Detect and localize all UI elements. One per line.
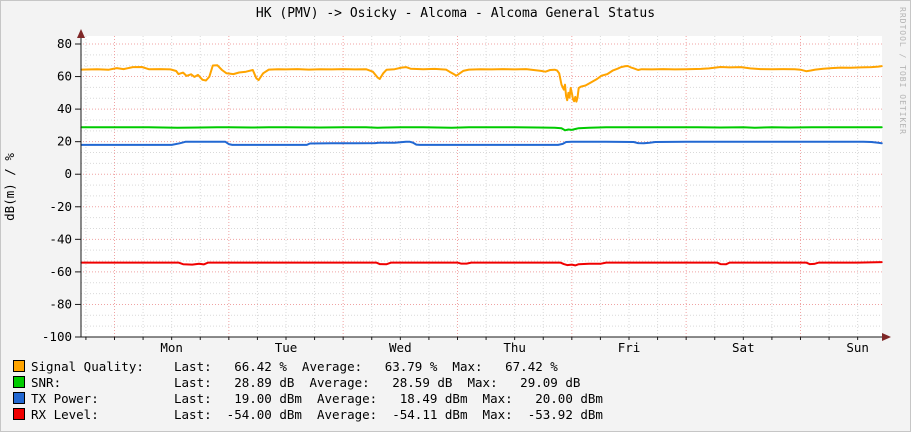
y-tick-label: 0 [64, 166, 72, 181]
rrdtool-watermark: RRDTOOL / TOBI OETIKER [898, 7, 907, 135]
legend-text-signal-quality: Signal Quality: Last: 66.42 % Average: 6… [31, 359, 558, 374]
series-line-signal-quality [80, 64, 883, 103]
legend-text-tx-power: TX Power: Last: 19.00 dBm Average: 18.49… [31, 391, 603, 406]
y-axis-arrow [77, 29, 85, 38]
legend-row-signal-quality: Signal Quality: Last: 66.42 % Average: 6… [13, 359, 603, 375]
y-tick-label: -40 [49, 231, 72, 246]
x-day-label: Sun [846, 340, 869, 355]
legend-text-rx-level: RX Level: Last: -54.00 dBm Average: -54.… [31, 407, 603, 422]
plot-area [81, 36, 882, 337]
legend-swatch-rx-level [13, 408, 25, 420]
x-day-label: Wed [389, 340, 412, 355]
series-line-tx-power [80, 140, 883, 146]
y-tick-label: 40 [57, 101, 72, 116]
y-tick-label: 20 [57, 134, 72, 149]
y-tick-label: -60 [49, 264, 72, 279]
y-tick-label: -100 [42, 329, 72, 344]
series-line-rx-level [80, 261, 883, 267]
legend-swatch-tx-power [13, 392, 25, 404]
legend-text-snr: SNR: Last: 28.89 dB Average: 28.59 dB Ma… [31, 375, 581, 390]
legend-row-snr: SNR: Last: 28.89 dB Average: 28.59 dB Ma… [13, 375, 603, 391]
legend: Signal Quality: Last: 66.42 % Average: 6… [13, 359, 603, 423]
chart-canvas: 80 60 40 20 0 -20 -40 -60 -80 -100 Mon Tue Wed Thu Fri… [2, 29, 891, 355]
x-day-label: Tue [275, 340, 298, 355]
x-day-label: Thu [503, 340, 526, 355]
y-axis-title: dB(m) / % [2, 153, 17, 221]
x-axis-arrow [882, 333, 891, 341]
y-tick-label: -20 [49, 199, 72, 214]
legend-swatch-signal-quality [13, 360, 25, 372]
x-day-label: Sat [732, 340, 755, 355]
legend-swatch-snr [13, 376, 25, 388]
legend-row-rx-level: RX Level: Last: -54.00 dBm Average: -54.… [13, 407, 603, 423]
legend-row-tx-power: TX Power: Last: 19.00 dBm Average: 18.49… [13, 391, 603, 407]
y-tick-label: 80 [57, 36, 72, 51]
x-day-label: Mon [160, 340, 183, 355]
graph-title: HK (PMV) -> Osicky - Alcoma - Alcoma Gen… [255, 6, 656, 21]
y-tick-label: -80 [49, 296, 72, 311]
y-tick-label: 60 [57, 69, 72, 84]
series-line-snr [80, 126, 883, 132]
x-day-label: Fri [618, 340, 641, 355]
